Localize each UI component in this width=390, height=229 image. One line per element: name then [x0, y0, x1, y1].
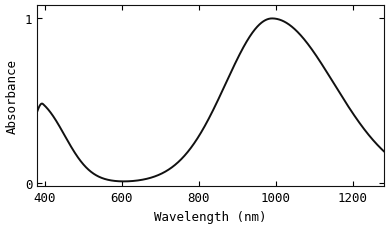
X-axis label: Wavelength (nm): Wavelength (nm)	[154, 210, 267, 223]
Y-axis label: Absorbance: Absorbance	[6, 59, 19, 134]
